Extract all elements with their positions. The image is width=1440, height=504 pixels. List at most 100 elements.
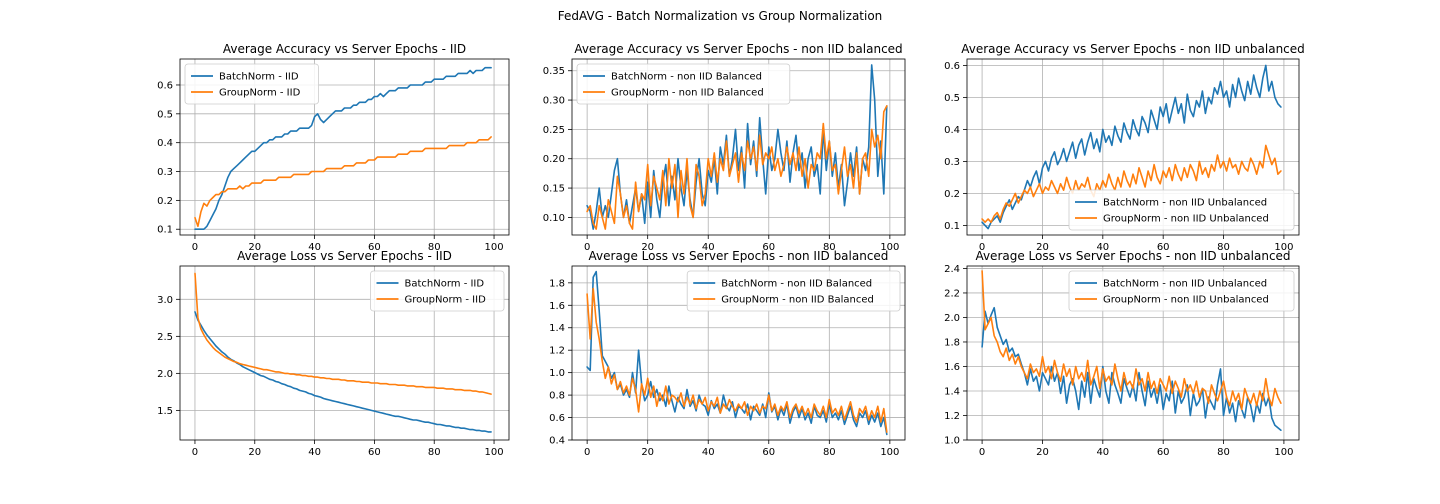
y-tick-label: 1.8	[549, 278, 565, 289]
y-tick-label: 2.4	[944, 264, 960, 275]
x-tick-label: 40	[1096, 242, 1109, 253]
subplot-4: Average Loss vs Server Epochs - IID 0 20 40…	[157, 249, 510, 458]
y-tick-label: 2.0	[944, 313, 960, 324]
x-tick-label: 40	[308, 242, 321, 253]
legend-entry: GroupNorm - non IID Unbalanced	[1103, 214, 1269, 225]
x-tick-label: 60	[762, 447, 775, 458]
legend-box	[686, 270, 901, 312]
y-tick-label: 0.20	[543, 154, 565, 165]
x-tick-label: 40	[702, 242, 715, 253]
legend-entry: BatchNorm - non IID Balanced	[721, 279, 872, 290]
y-tick-label: 1.0	[549, 368, 565, 379]
series-line-groupnorm	[981, 144, 1282, 223]
x-tick-label: 0	[584, 242, 590, 253]
legend-box	[576, 63, 791, 105]
legend-box	[370, 270, 505, 312]
y-tick-label: 0.35	[543, 66, 565, 77]
x-tick-label: 0	[192, 242, 198, 253]
x-tick-label: 100	[880, 447, 899, 458]
axes-frame	[966, 265, 1300, 441]
x-tick-label: 100	[484, 447, 503, 458]
series-line-batchnorm	[981, 306, 1282, 432]
y-tick-label: 0.15	[543, 184, 565, 195]
axes-frame	[966, 58, 1300, 236]
y-tick-label: 0.8	[549, 391, 565, 402]
x-tick-label: 20	[248, 447, 261, 458]
legend-entry: BatchNorm - non IID Balanced	[611, 72, 762, 83]
series-line-batchnorm	[981, 64, 1282, 230]
x-tick-label: 100	[880, 242, 899, 253]
legend-entry: GroupNorm - IID	[219, 88, 301, 99]
x-tick-label: 0	[584, 447, 590, 458]
x-tick-label: 80	[1217, 447, 1230, 458]
y-tick-label: 1.4	[549, 323, 565, 334]
series-line-groupnorm	[194, 136, 492, 228]
y-tick-label: 2.2	[944, 288, 960, 299]
x-tick-label: 100	[1274, 447, 1293, 458]
y-tick-label: 0.5	[157, 109, 173, 120]
subplot-5: Average Loss vs Server Epochs - non IID …	[549, 249, 906, 458]
legend-entry: BatchNorm - IID	[405, 279, 485, 290]
series-line-batchnorm	[194, 66, 492, 230]
legend-box	[1068, 270, 1295, 312]
y-tick-label: 2.5	[157, 332, 173, 343]
y-tick-label: 0.1	[157, 225, 173, 236]
legend: BatchNorm - IID GroupNorm - IID	[370, 270, 505, 312]
series-line-batchnorm	[194, 311, 492, 433]
legend-entry: GroupNorm - non IID Balanced	[721, 295, 874, 306]
subplot-title: Average Accuracy vs Server Epochs - non …	[961, 42, 1305, 56]
x-tick-label: 80	[1217, 242, 1230, 253]
subplot-title: Average Loss vs Server Epochs - non IID …	[589, 249, 889, 263]
y-tick-label: 0.30	[543, 96, 565, 107]
legend-entry: BatchNorm - non IID Unbalanced	[1103, 198, 1267, 209]
y-tick-label: 0.2	[944, 189, 960, 200]
legend: BatchNorm - non IID Unbalanced GroupNorm …	[1068, 189, 1295, 231]
subplot-6: Average Loss vs Server Epochs - non IID …	[944, 249, 1300, 458]
x-tick-label: 100	[1274, 242, 1293, 253]
x-tick-label: 60	[1157, 242, 1170, 253]
legend-box	[184, 63, 319, 105]
series-line-groupnorm	[586, 105, 888, 230]
subplot-1: Average Accuracy vs Server Epochs - IID 0…	[157, 42, 510, 253]
y-tick-label: 0.25	[543, 125, 565, 136]
y-tick-label: 0.3	[944, 157, 960, 168]
legend: BatchNorm - non IID Balanced GroupNorm - …	[686, 270, 901, 312]
x-tick-label: 60	[368, 242, 381, 253]
axes-frame	[571, 265, 906, 441]
y-tick-label: 1.4	[944, 386, 960, 397]
y-tick-label: 0.6	[549, 413, 565, 424]
subplot-title: Average Loss vs Server Epochs - IID	[237, 249, 452, 263]
axes-frame	[179, 265, 510, 441]
legend-entry: GroupNorm - non IID Balanced	[611, 88, 764, 99]
y-tick-label: 0.2	[157, 196, 173, 207]
x-tick-label: 60	[762, 242, 775, 253]
x-tick-label: 20	[248, 242, 261, 253]
y-tick-label: 1.0	[944, 436, 960, 447]
subplots: Average Accuracy vs Server Epochs - IID 0…	[157, 42, 1305, 458]
legend-entry: GroupNorm - non IID Unbalanced	[1103, 295, 1269, 306]
x-tick-label: 0	[979, 447, 985, 458]
y-tick-label: 0.6	[944, 61, 960, 72]
subplot-2: Average Accuracy vs Server Epochs - non …	[543, 42, 906, 253]
x-tick-label: 40	[308, 447, 321, 458]
series-line-groupnorm	[586, 287, 888, 433]
y-tick-label: 0.5	[944, 93, 960, 104]
legend-entry: BatchNorm - non IID Unbalanced	[1103, 279, 1267, 290]
subplot-title: Average Accuracy vs Server Epochs - non …	[574, 42, 902, 56]
legend: BatchNorm - IID GroupNorm - IID	[184, 63, 319, 105]
axes-frame	[179, 58, 510, 236]
x-tick-label: 40	[702, 447, 715, 458]
x-tick-label: 0	[192, 447, 198, 458]
x-tick-label: 80	[823, 447, 836, 458]
y-tick-label: 1.8	[944, 337, 960, 348]
legend: BatchNorm - non IID Unbalanced GroupNorm …	[1068, 270, 1295, 312]
y-tick-label: 1.5	[157, 406, 173, 417]
legend: BatchNorm - non IID Balanced GroupNorm - …	[576, 63, 791, 105]
x-tick-label: 40	[1096, 447, 1109, 458]
x-tick-label: 100	[484, 242, 503, 253]
x-tick-label: 0	[979, 242, 985, 253]
y-tick-label: 0.10	[543, 213, 565, 224]
y-tick-label: 1.6	[549, 301, 565, 312]
x-tick-label: 20	[641, 242, 654, 253]
